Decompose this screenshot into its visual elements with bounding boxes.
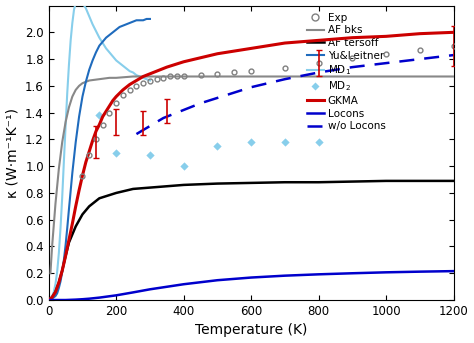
Y-axis label: κ (W·m⁻¹K⁻¹): κ (W·m⁻¹K⁻¹) bbox=[6, 108, 19, 198]
Point bbox=[146, 153, 154, 158]
Point bbox=[247, 139, 255, 145]
Point bbox=[281, 139, 289, 145]
Point bbox=[214, 143, 221, 149]
Point bbox=[315, 139, 322, 145]
Point bbox=[180, 163, 187, 169]
Point bbox=[96, 113, 103, 118]
Legend: Exp, AF bks, AF tersoff, Yu&Leitner, MD$_1$, MD$_2$, GKMA, Locons, w/o Locons: Exp, AF bks, AF tersoff, Yu&Leitner, MD$… bbox=[305, 11, 388, 133]
X-axis label: Temperature (K): Temperature (K) bbox=[195, 323, 307, 338]
Point bbox=[112, 150, 120, 155]
